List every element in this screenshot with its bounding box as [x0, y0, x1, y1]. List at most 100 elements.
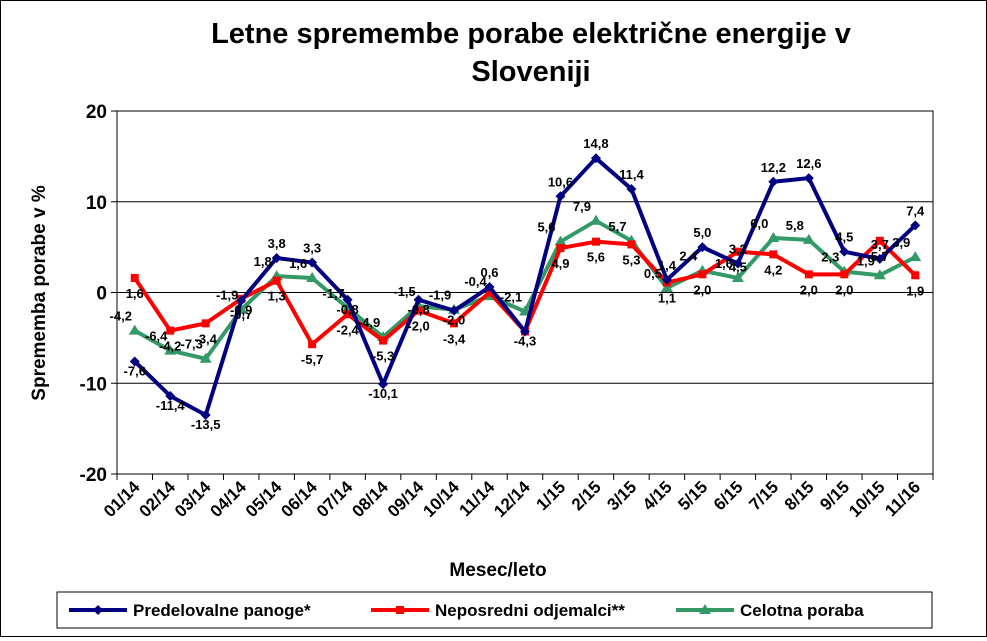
data-label: 14,8: [583, 136, 608, 151]
data-point-celotna: [660, 281, 673, 292]
data-point-celotna: [554, 235, 567, 246]
series-predelovalne: [129, 153, 921, 421]
data-point-predelovalne: [484, 282, 495, 293]
data-point-celotna: [199, 352, 212, 363]
x-tick-label: 12/14: [490, 477, 534, 521]
data-label: -5,3: [372, 349, 394, 364]
data-label: 3,9: [892, 235, 910, 250]
data-label: 0,6: [480, 265, 498, 280]
x-tick-label: 06/14: [277, 477, 321, 521]
data-label: 1,1: [658, 291, 676, 306]
x-tick-label: 3/15: [603, 477, 640, 514]
data-label: 5,7: [871, 249, 889, 264]
data-point-neposredni: [840, 270, 849, 279]
data-point-predelovalne: [732, 258, 743, 269]
data-label: 2,4: [679, 249, 698, 264]
data-point-neposredni: [272, 276, 281, 285]
x-tick-label: 2/15: [568, 477, 605, 514]
data-label: 4,2: [764, 262, 782, 277]
data-point-predelovalne: [378, 379, 389, 390]
data-point-celotna: [306, 271, 319, 282]
data-label: -1,5: [393, 284, 415, 299]
legend-box: [56, 591, 933, 629]
data-label: -11,4: [156, 398, 186, 413]
data-point-celotna: [731, 271, 744, 282]
legend: Predelovalne panoge* Neposredni odjemalci…: [69, 601, 864, 620]
legend-label: Predelovalne panoge*: [133, 601, 311, 620]
x-tick-label: 5/15: [674, 477, 711, 514]
data-label: -10,1: [368, 386, 398, 401]
data-label: 2,0: [693, 282, 711, 297]
data-point-predelovalne: [200, 410, 211, 421]
data-label: 3,7: [871, 237, 889, 252]
data-label: 5,3: [622, 252, 640, 267]
data-label: 1,9: [906, 283, 924, 298]
data-point-predelovalne: [271, 253, 282, 264]
data-label: -1,9: [216, 288, 238, 303]
data-point-predelovalne: [803, 173, 814, 184]
data-label: 1,9: [857, 253, 875, 268]
data-point-neposredni: [769, 250, 778, 259]
data-point-predelovalne: [910, 220, 921, 231]
y-tick-label: 0: [96, 284, 107, 305]
x-tick-label: 7/15: [745, 477, 782, 514]
data-label: 5,8: [786, 218, 804, 233]
x-tick-label: 11/14: [455, 477, 498, 520]
data-label: -5,7: [301, 352, 323, 367]
x-tick-label: 1/15: [532, 477, 569, 514]
data-point-neposredni: [343, 310, 352, 319]
data-label: -4,9: [358, 315, 380, 330]
data-label: -0,8: [336, 302, 358, 317]
data-point-neposredni: [591, 237, 600, 246]
legend-item-celotna: Celotna poraba: [676, 601, 864, 620]
data-point-neposredni: [627, 240, 636, 249]
data-label: 4,5: [729, 260, 747, 275]
gridlines: [111, 110, 934, 480]
data-point-neposredni: [130, 273, 139, 282]
data-label: 6,0: [750, 216, 768, 231]
x-tick-label: 10/14: [419, 477, 463, 521]
x-tick-label: 04/14: [206, 477, 250, 521]
y-tick-label: -10: [80, 374, 107, 395]
x-tick-label: 08/14: [348, 477, 392, 521]
legend-swatch-marker: [396, 606, 404, 614]
data-point-neposredni: [698, 270, 707, 279]
x-tick-label: 8/15: [781, 477, 818, 514]
x-tick-label: 4/15: [639, 477, 676, 514]
data-label: -0,9: [230, 303, 252, 318]
legend-label: Celotna poraba: [740, 601, 864, 620]
series-group: [128, 153, 922, 421]
data-label: -0,4: [464, 274, 487, 289]
data-label: 2,3: [821, 250, 839, 265]
data-point-neposredni: [556, 244, 565, 253]
data-label: 5,7: [608, 219, 626, 234]
data-point-predelovalne: [697, 242, 708, 253]
data-label: -4,2: [110, 309, 132, 324]
data-point-neposredni: [166, 326, 175, 335]
data-point-neposredni: [733, 247, 742, 256]
data-label: -2,1: [500, 290, 522, 305]
data-label: -4,3: [514, 334, 536, 349]
data-label: -6,4: [145, 329, 168, 344]
data-point-neposredni: [414, 306, 423, 315]
data-label: 2,0: [835, 282, 853, 297]
chart-title-line2: Sloveniji: [471, 56, 590, 88]
data-label: -1,7: [322, 286, 344, 301]
data-label: 1,6: [715, 256, 733, 271]
data-label: 1,3: [268, 289, 286, 304]
legend-swatch-marker: [93, 605, 103, 615]
legend-swatch-marker: [699, 604, 711, 614]
data-point-predelovalne: [129, 356, 140, 367]
data-point-neposredni: [875, 236, 884, 245]
data-point-celotna: [802, 233, 815, 244]
data-point-neposredni: [308, 340, 317, 349]
data-point-predelovalne: [449, 305, 460, 316]
legend-label: Neposredni odjemalci**: [435, 601, 625, 620]
data-label: 1,6: [126, 286, 144, 301]
data-label: 11,4: [619, 167, 644, 182]
x-tick-label: 07/14: [313, 477, 357, 521]
data-label: -7,3: [180, 337, 202, 352]
data-label: -3,4: [194, 331, 217, 346]
